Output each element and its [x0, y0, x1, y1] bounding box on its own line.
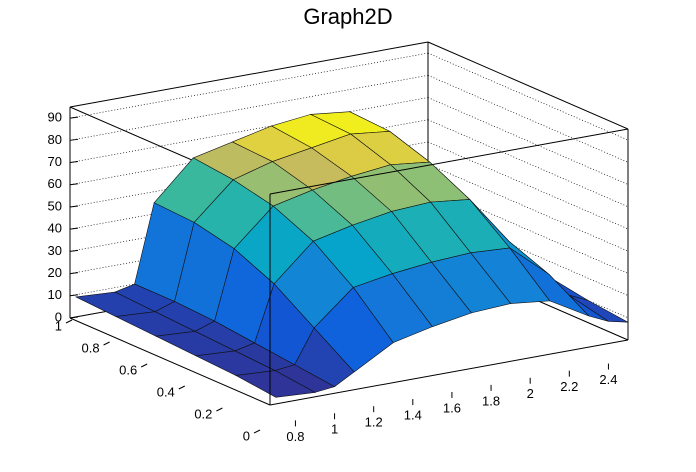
tick-mark [216, 407, 223, 412]
z-tick-label: 50 [48, 198, 62, 213]
z-tick-label: 60 [48, 176, 62, 191]
x-tick-label: 1.2 [365, 415, 383, 430]
x-tick-label: 2 [527, 386, 534, 401]
y-tick-label: 0 [243, 428, 250, 443]
z-tick-label: 90 [48, 110, 62, 125]
z-tick-label: 20 [48, 265, 62, 280]
grid-line [427, 141, 629, 230]
x-tick-label: 0.8 [286, 429, 304, 444]
y-tick-label: 0.8 [82, 340, 100, 355]
x-tick-label: 1.8 [482, 393, 500, 408]
x-tick-label: 2.4 [599, 372, 617, 387]
tick-mark [69, 205, 79, 208]
tick-mark [69, 161, 79, 164]
grid-line [427, 97, 629, 185]
tick-mark [69, 294, 79, 297]
box-edge [269, 128, 629, 195]
tick-mark [69, 272, 79, 275]
y-tick-label: 1 [55, 318, 62, 333]
grid-line [69, 97, 429, 163]
tick-mark [65, 319, 73, 324]
tick-mark [69, 249, 79, 252]
z-tick-label: 10 [48, 287, 62, 302]
z-tick-label: 30 [48, 243, 62, 258]
tick-mark [103, 341, 110, 346]
tick-mark [69, 183, 79, 186]
grid-line [69, 52, 429, 119]
tick-mark [69, 227, 79, 230]
x-tick-label: 1.4 [404, 408, 422, 423]
surface-cell [234, 370, 316, 398]
x-tick-label: 1 [331, 422, 338, 437]
grid-line [69, 74, 429, 141]
grid-line [427, 163, 629, 252]
z-tick-label: 80 [48, 132, 62, 147]
tick-mark [140, 363, 148, 368]
chart-title: Graph2D [303, 4, 392, 29]
grid-line [427, 74, 629, 163]
grid-line [427, 52, 629, 141]
tick-mark [178, 385, 186, 390]
box-edge [427, 41, 629, 130]
box-edge [69, 41, 429, 108]
tick-mark [253, 429, 261, 434]
box-edge [269, 339, 629, 406]
x-tick-label: 1.6 [443, 400, 461, 415]
z-tick-label: 0 [55, 309, 62, 324]
tick-mark [69, 138, 79, 141]
z-tick-label: 40 [48, 221, 62, 236]
tick-mark [69, 116, 79, 119]
box-edge [69, 317, 271, 406]
z-tick-label: 70 [48, 154, 62, 169]
grid-line [427, 119, 629, 208]
y-tick-label: 0.4 [157, 384, 175, 399]
tick-mark [69, 316, 79, 319]
y-tick-label: 0.2 [194, 406, 212, 421]
x-tick-label: 2.2 [560, 379, 578, 394]
y-tick-label: 0.6 [119, 362, 137, 377]
